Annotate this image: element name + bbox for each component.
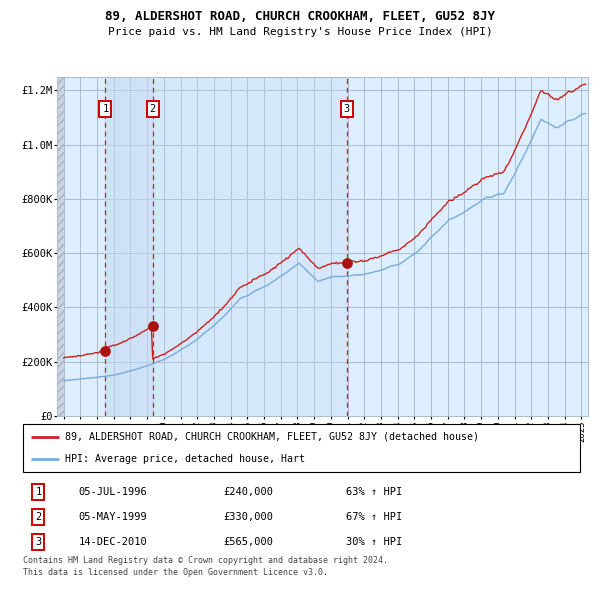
Point (101, 346, 110, 356)
Text: Contains HM Land Registry data © Crown copyright and database right 2024.: Contains HM Land Registry data © Crown c… (23, 556, 388, 565)
Text: 3: 3 (344, 104, 350, 114)
Bar (106, 77, 152, 416)
Text: 89, ALDERSHOT ROAD, CHURCH CROOKHAM, FLEET, GU52 8JY (detached house): 89, ALDERSHOT ROAD, CHURCH CROOKHAM, FLE… (65, 432, 479, 442)
Point (342, 258, 352, 267)
Bar (57, 77, 64, 416)
Bar (152, 77, 347, 416)
Text: HPI: Average price, detached house, Hart: HPI: Average price, detached house, Hart (65, 454, 305, 464)
Text: 2: 2 (149, 104, 156, 114)
Text: 2: 2 (35, 512, 41, 522)
Text: 05-MAY-1999: 05-MAY-1999 (79, 512, 147, 522)
Text: This data is licensed under the Open Government Licence v3.0.: This data is licensed under the Open Gov… (23, 568, 328, 576)
Text: Price paid vs. HM Land Registry's House Price Index (HPI): Price paid vs. HM Land Registry's House … (107, 27, 493, 37)
Text: 3: 3 (35, 537, 41, 548)
Text: 1: 1 (102, 104, 109, 114)
Point (148, 322, 157, 331)
Text: £565,000: £565,000 (223, 537, 273, 548)
Text: 05-JUL-1996: 05-JUL-1996 (79, 487, 147, 497)
Text: 1: 1 (35, 487, 41, 497)
Text: 14-DEC-2010: 14-DEC-2010 (79, 537, 147, 548)
Text: £240,000: £240,000 (223, 487, 273, 497)
Text: 89, ALDERSHOT ROAD, CHURCH CROOKHAM, FLEET, GU52 8JY: 89, ALDERSHOT ROAD, CHURCH CROOKHAM, FLE… (105, 10, 495, 23)
Text: 63% ↑ HPI: 63% ↑ HPI (346, 487, 402, 497)
Text: 30% ↑ HPI: 30% ↑ HPI (346, 537, 402, 548)
Text: £330,000: £330,000 (223, 512, 273, 522)
Text: 67% ↑ HPI: 67% ↑ HPI (346, 512, 402, 522)
